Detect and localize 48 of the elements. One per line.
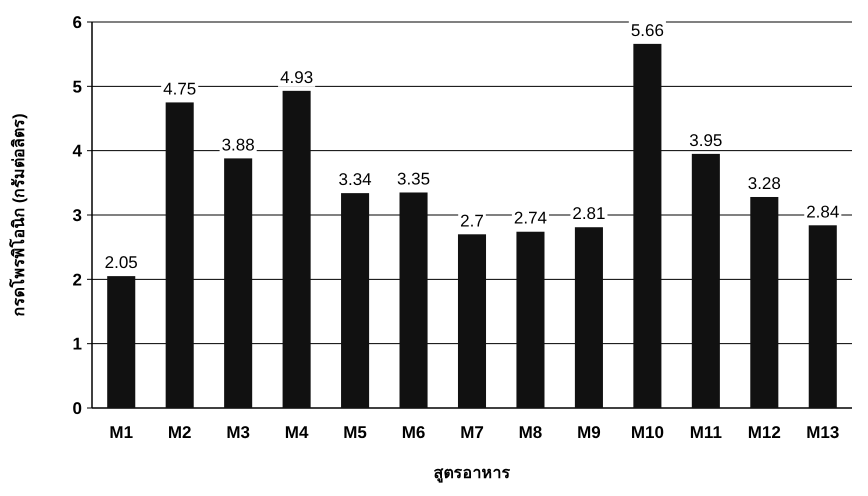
- x-tick-label: M13: [806, 423, 840, 442]
- data-label: 2.05: [104, 253, 138, 272]
- data-label: 4.75: [163, 79, 196, 98]
- x-tick-label: M6: [402, 423, 426, 442]
- y-axis-title: กรดโพรพิโอนิก (กรัมต่อลิตร): [8, 113, 28, 317]
- y-tick-label: 5: [72, 77, 82, 96]
- data-label: 3.95: [689, 130, 722, 150]
- x-tick-label: M7: [460, 423, 484, 442]
- y-tick-label: 6: [72, 13, 82, 32]
- x-tick-label: M12: [748, 423, 781, 442]
- y-tick-label: 3: [72, 206, 82, 225]
- bar: [166, 102, 194, 408]
- bar: [400, 192, 428, 408]
- x-tick-label: M3: [226, 423, 250, 442]
- x-tick-label: M8: [518, 423, 542, 442]
- data-label: 2.84: [806, 202, 840, 222]
- x-axis-title: สูตรอาหาร: [434, 465, 510, 484]
- bar: [458, 234, 486, 408]
- x-tick-label: M5: [343, 423, 367, 442]
- bar: [224, 158, 252, 408]
- y-tick-label: 0: [72, 399, 82, 418]
- bar: [282, 90, 311, 408]
- x-tick-label: M11: [690, 423, 722, 442]
- bar: [574, 227, 603, 408]
- bar: [750, 196, 778, 408]
- bar: [633, 44, 662, 408]
- data-label: 4.93: [280, 68, 314, 87]
- x-tick-label: M4: [284, 423, 309, 442]
- y-tick-label: 1: [72, 334, 82, 354]
- data-label: 2.81: [572, 204, 606, 224]
- data-label: 3.28: [748, 174, 781, 193]
- bar: [107, 276, 136, 408]
- data-label: 2.74: [514, 208, 548, 228]
- data-label: 2.7: [460, 211, 484, 230]
- x-tick-label: M2: [168, 423, 192, 442]
- bar: [516, 232, 544, 408]
- bar: [692, 154, 720, 408]
- x-tick-label: M9: [577, 423, 601, 442]
- bar: [341, 193, 370, 408]
- data-label: 3.88: [222, 135, 255, 154]
- x-tick-label: M10: [630, 423, 664, 442]
- y-tick-label: 2: [72, 270, 82, 290]
- x-tick-label: M1: [109, 423, 134, 442]
- data-label: 3.35: [396, 169, 430, 188]
- data-label: 3.34: [338, 170, 372, 190]
- bar: [808, 225, 837, 408]
- y-tick-label: 4: [72, 142, 83, 161]
- data-label: 5.66: [630, 20, 664, 40]
